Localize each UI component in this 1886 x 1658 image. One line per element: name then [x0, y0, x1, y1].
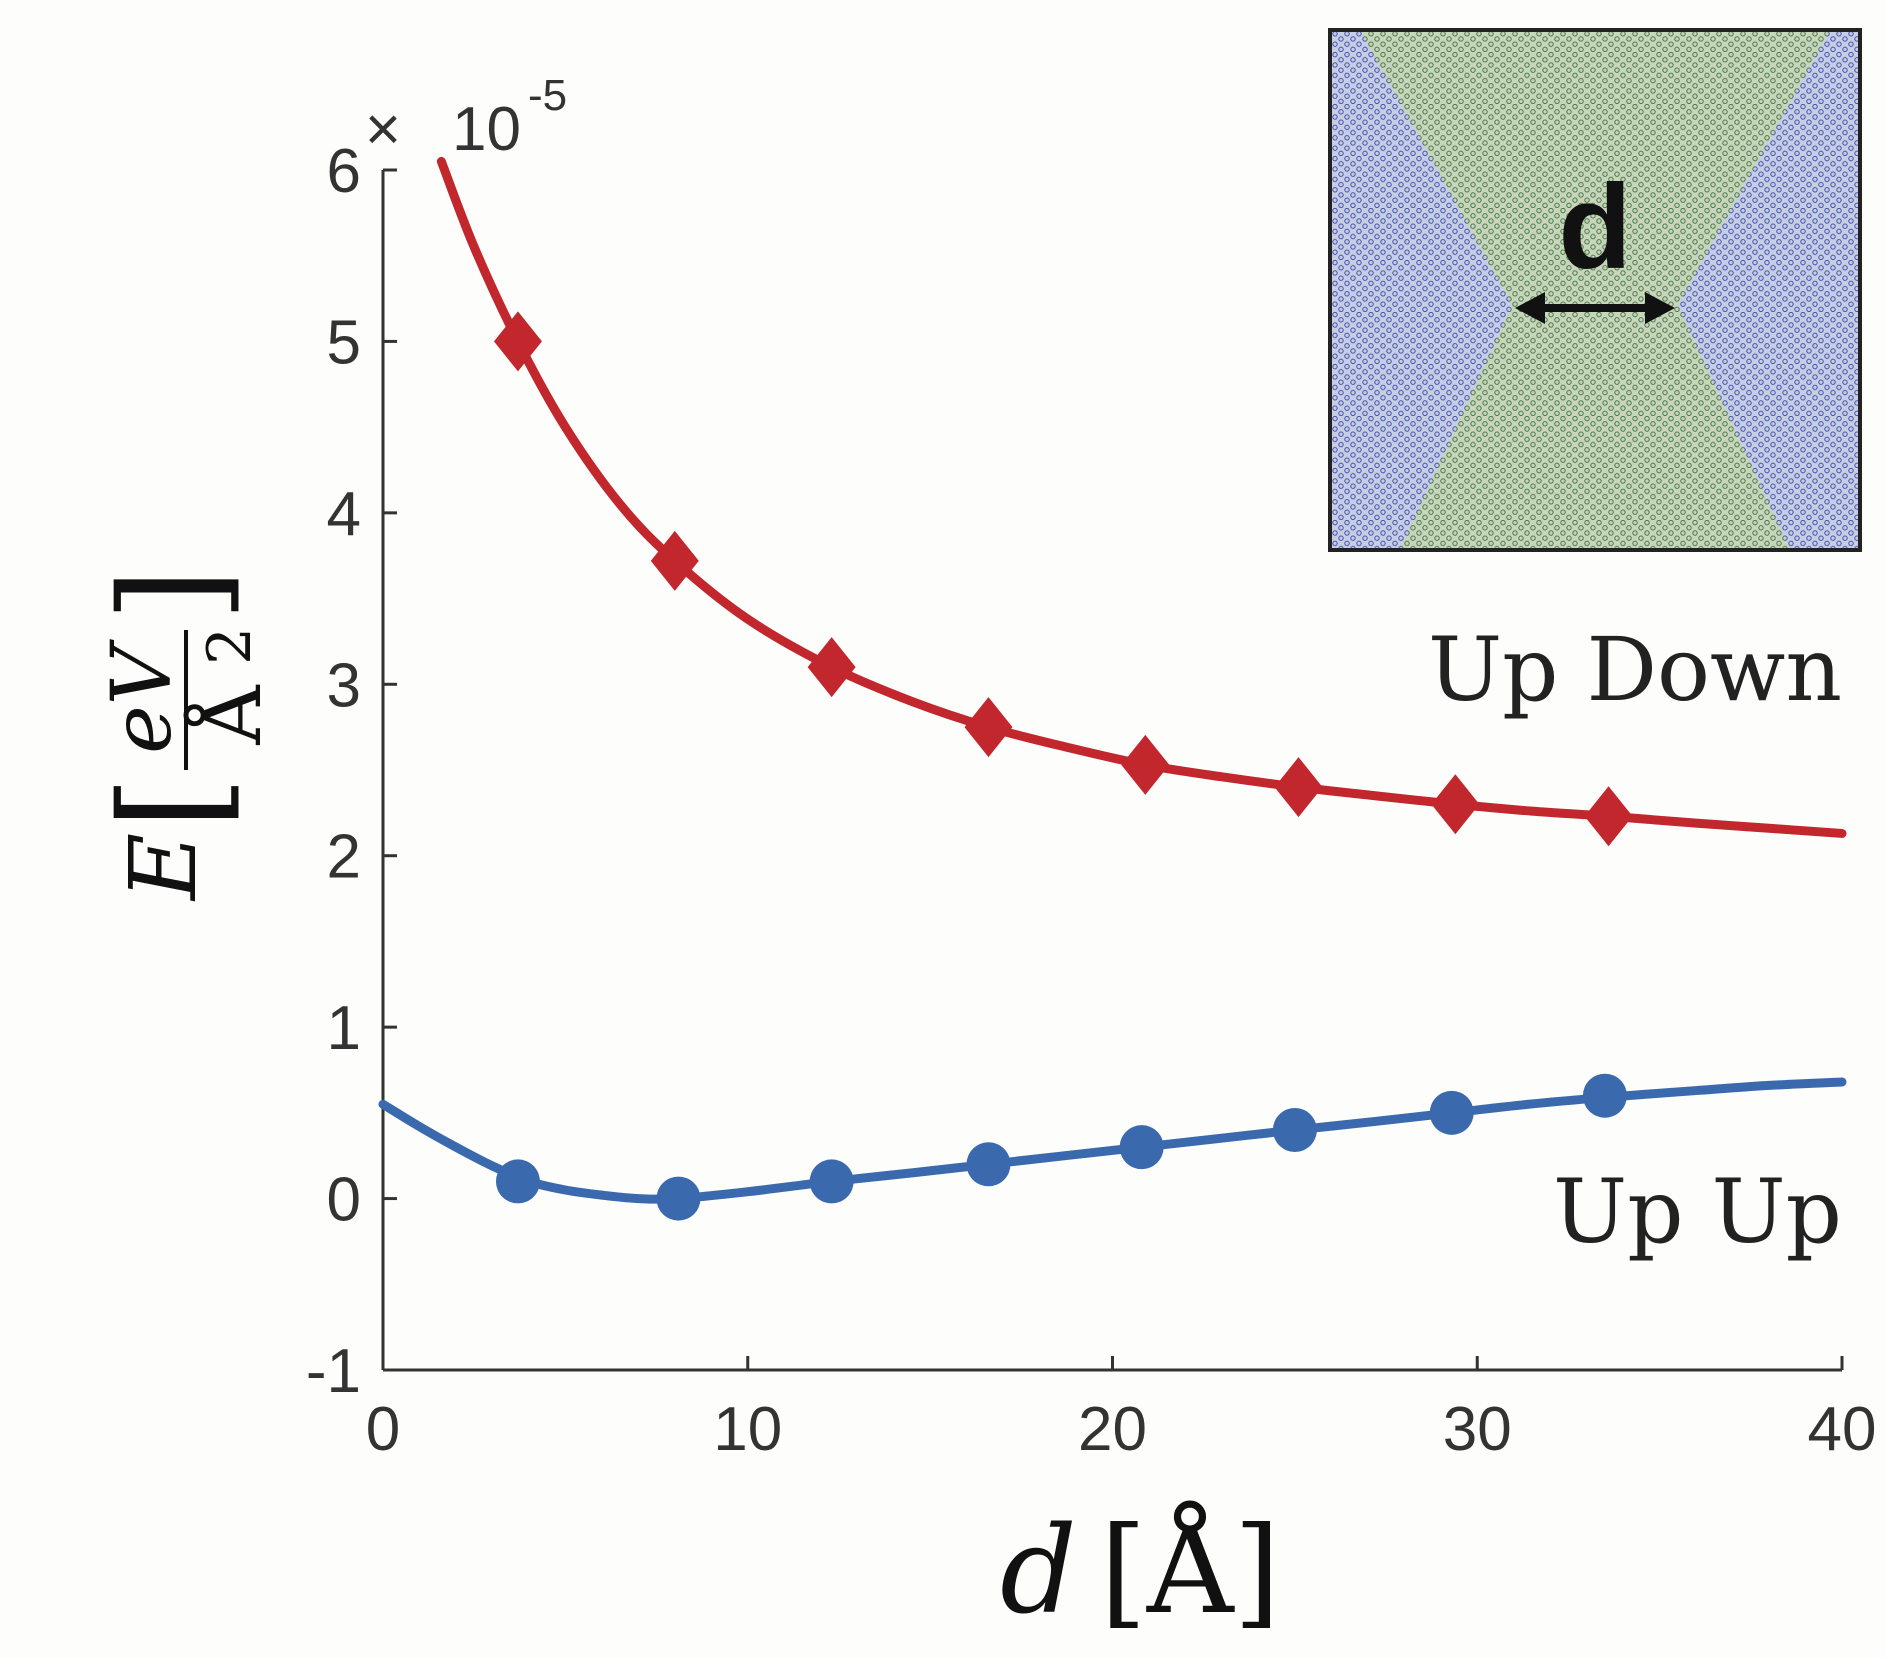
- series-marker-up-up: [1582, 1073, 1627, 1118]
- series-marker-up-up: [1119, 1125, 1164, 1170]
- series-marker-up-down: [650, 530, 699, 591]
- series-line-up-down: [436, 156, 1847, 838]
- y-label-den-exp: 2: [195, 627, 265, 665]
- y-label-close-bracket: ]: [91, 567, 254, 622]
- y-label-num: eV: [95, 638, 190, 754]
- x-ticks: 0 10 20 30 40: [366, 1356, 1877, 1464]
- series-marker-up-down: [1274, 757, 1323, 818]
- series-marker-up-up: [656, 1176, 701, 1221]
- y-axis-label: E [ eV Å 2 ]: [91, 567, 280, 902]
- inset-lattice: d: [1328, 28, 1862, 552]
- series-label-up-up: Up Up: [1553, 1160, 1842, 1263]
- series-marker-up-down: [1584, 786, 1633, 847]
- x-tick-label: 10: [713, 1395, 782, 1464]
- series-marker-up-up: [495, 1159, 540, 1204]
- y-tick-label: 2: [327, 823, 361, 892]
- inset-arrow-right-head: [1645, 292, 1675, 324]
- series-marker-up-up: [1429, 1090, 1474, 1135]
- series-marker-up-down: [493, 311, 542, 372]
- y-multiplier: × 10 -5: [365, 71, 567, 164]
- x-label-var: d: [1000, 1502, 1077, 1641]
- series-marker-up-up: [809, 1159, 854, 1204]
- y-tick-label: 3: [327, 651, 361, 720]
- y-label-open-bracket: [: [91, 775, 254, 830]
- inset-d-label: d: [1558, 160, 1631, 294]
- series-marker-up-down: [1431, 774, 1480, 835]
- y-tick-label: 6: [327, 137, 361, 206]
- inset-arrow-left-head: [1515, 292, 1545, 324]
- svg-text:10: 10: [452, 95, 521, 164]
- multiplier-exp: -5: [528, 71, 567, 120]
- multiplier-base: 10: [452, 95, 521, 164]
- series-layer: [378, 156, 1847, 1221]
- y-label-var: E: [110, 833, 217, 902]
- svg-text:×: ×: [365, 95, 401, 164]
- inset-right-blue-region: [1678, 30, 1860, 550]
- inset-left-blue-region: [1330, 30, 1512, 550]
- series-marker-up-down: [1121, 734, 1170, 795]
- y-tick-label: 1: [327, 994, 361, 1063]
- series-label-up-down: Up Down: [1428, 618, 1842, 721]
- x-tick-label: 20: [1078, 1395, 1147, 1464]
- y-tick-label: -1: [306, 1337, 361, 1406]
- x-tick-label: 40: [1808, 1395, 1877, 1464]
- series-marker-up-up: [1272, 1108, 1317, 1152]
- series-marker-up-down: [807, 637, 856, 698]
- x-tick-label: 0: [366, 1395, 400, 1464]
- x-label-unit: [Å]: [1100, 1500, 1280, 1641]
- series-marker-up-down: [964, 697, 1013, 758]
- y-tick-label: 5: [327, 308, 361, 377]
- x-axis-label: d [Å]: [1000, 1500, 1280, 1641]
- y-ticks: -1 0 1 2 3 4 5 6: [306, 137, 397, 1406]
- series-marker-up-up: [966, 1142, 1011, 1187]
- y-tick-label: 4: [327, 480, 361, 549]
- multiplier-symbol: ×: [365, 95, 401, 164]
- svg-text:-5: -5: [528, 71, 567, 120]
- inset-border: [1328, 28, 1862, 552]
- y-tick-label: 0: [327, 1166, 361, 1235]
- x-tick-label: 30: [1443, 1395, 1512, 1464]
- y-label-den: Å: [183, 684, 280, 746]
